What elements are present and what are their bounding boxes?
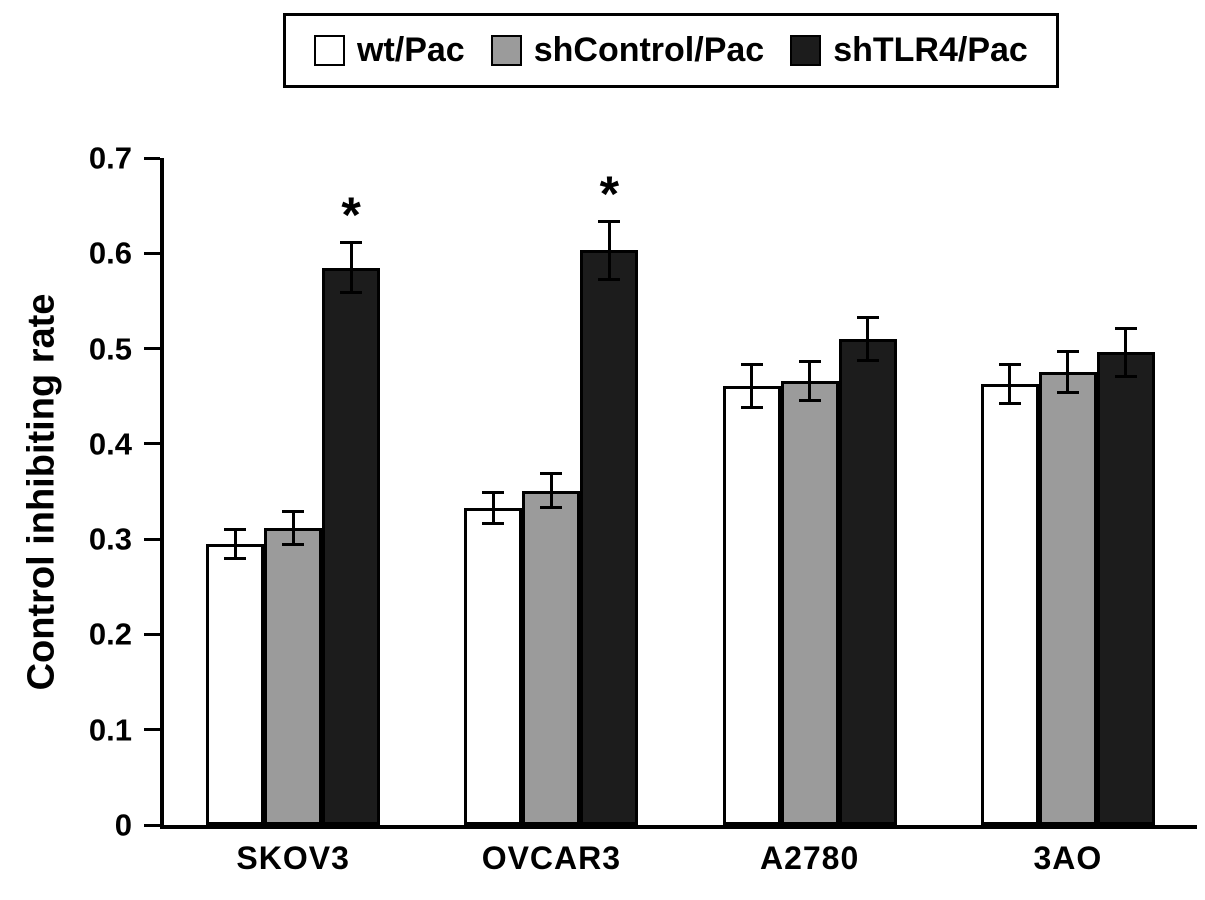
bar-3ao-shcontrol-pac [1038,372,1097,825]
error-bar-stem [1066,351,1070,394]
error-bar-cap-bottom [998,401,1021,405]
error-bar-cap-top [282,509,305,513]
error-bar-cap-bottom [798,398,821,402]
error-bar-cap-top [856,316,879,320]
error-bar-cap-top [598,219,621,223]
y-tick-label: 0.6 [88,235,132,271]
error-bar-cap-bottom [340,291,363,295]
error-bar-cap-bottom [1114,375,1137,379]
bar-ovcar3-wt-pac [464,507,523,825]
error-bar-stem [233,528,237,560]
legend-swatch-wt-pac-icon [314,35,345,66]
chart-legend: wt/Pac shControl/Pac shTLR4/Pac [283,13,1059,88]
error-bar-cap-top [1114,326,1137,330]
bar-3ao-shtlr4-pac [1096,352,1155,825]
error-bar-stem [491,491,495,524]
legend-item-shtlr4-pac: shTLR4/Pac [790,31,1028,70]
error-bar-stem [549,473,553,508]
legend-label-wt-pac: wt/Pac [357,31,465,69]
error-bar-cap-bottom [282,542,305,546]
bar-3ao-wt-pac [980,383,1039,825]
y-tick-mark [144,251,160,255]
legend-swatch-shcontrol-pac-icon [490,35,522,66]
error-bar-cap-top [540,472,563,476]
y-tick-mark [144,632,160,636]
y-tick-label: 0.4 [88,426,132,462]
error-bar-stem [866,317,870,361]
y-tick-label: 0.3 [88,521,132,557]
bar-ovcar3-shcontrol-pac [522,490,581,825]
error-bar-cap-bottom [540,505,563,509]
error-bar-stem [750,363,754,408]
bar-a2780-wt-pac [722,385,781,825]
significance-asterisk: * [599,165,620,222]
error-bar-stem [1008,363,1012,404]
error-bar-cap-top [998,362,1021,366]
category-label-a2780: A2780 [759,840,860,876]
bar-a2780-shcontrol-pac [780,380,839,825]
error-bar-cap-top [1056,350,1079,354]
bar-a2780-shtlr4-pac [838,339,897,825]
bar-ovcar3-shtlr4-pac [580,250,639,825]
y-tick-mark [144,728,160,732]
error-bar-cap-top [224,527,247,531]
error-bar-stem [808,360,812,401]
legend-label-shcontrol-pac: shControl/Pac [533,31,765,69]
plot-area: 0 0.1 0.2 0.3 0.4 0.5 0.6 0.7 * * [89,143,1197,841]
legend-item-shcontrol-pac: shControl/Pac [490,31,765,70]
bar-skov3-shtlr4-pac [322,267,381,825]
error-bar-stem [291,510,295,545]
error-bar-cap-top [798,359,821,363]
y-tick-label: 0.1 [88,712,132,748]
y-tick-mark [144,156,160,160]
y-tick-label: 0.7 [88,140,132,176]
y-tick-mark [144,537,160,541]
error-bar-cap-top [482,490,505,494]
error-bar-cap-top [340,240,363,244]
y-tick-label: 0 [114,807,132,843]
bar-skov3-shcontrol-pac [264,527,323,825]
category-label-ovcar3: OVCAR3 [481,840,622,876]
error-bar-cap-bottom [598,277,621,281]
error-bar-stem [607,220,611,280]
error-bar-stem [349,241,353,294]
legend-label-shtlr4-pac: shTLR4/Pac [833,31,1028,69]
y-tick-label: 0.5 [88,331,132,367]
error-bar-cap-bottom [224,557,247,561]
bar-skov3-wt-pac [206,543,265,825]
significance-asterisk: * [341,186,361,243]
y-tick-mark [144,347,160,351]
category-label-3ao: 3AO [1033,840,1103,876]
error-bar-cap-bottom [856,358,879,362]
y-tick-label: 0.2 [88,616,132,652]
error-bar-cap-bottom [482,521,505,525]
error-bar-cap-bottom [740,405,763,409]
error-bar-cap-top [740,362,763,366]
y-tick-mark [144,442,160,446]
error-bar-stem [1124,327,1128,378]
legend-swatch-shtlr4-pac-icon [790,35,822,66]
y-tick-mark [144,823,160,827]
error-bar-cap-bottom [1056,391,1079,395]
legend-item-wt-pac: wt/Pac [314,31,465,70]
category-label-skov3: SKOV3 [236,840,350,876]
